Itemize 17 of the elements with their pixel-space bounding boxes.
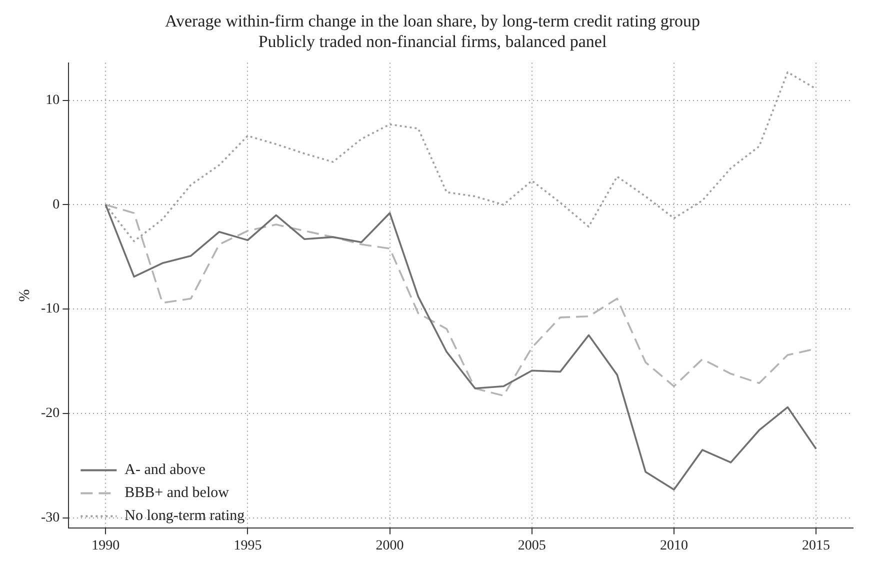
legend-label: BBB+ and below bbox=[124, 485, 230, 502]
chart-title: Average within-firm change in the loan share, by long-term credit rating group bbox=[164, 12, 700, 31]
legend-label: No long-term rating bbox=[124, 508, 246, 524]
y-tick-label: 0 bbox=[52, 197, 60, 212]
x-tick-label: 1995 bbox=[234, 538, 262, 554]
x-tick-label: 2010 bbox=[660, 538, 688, 554]
x-tick-label: 2015 bbox=[802, 538, 830, 554]
x-tick-label: 1990 bbox=[92, 538, 120, 554]
chart-subtitle: Publicly traded non-financial firms, balanced panel bbox=[258, 32, 607, 52]
y-axis-title: % bbox=[16, 289, 33, 302]
y-tick-label: -30 bbox=[40, 510, 60, 526]
legend-label: A- and above bbox=[124, 462, 206, 478]
y-tick-label: -20 bbox=[40, 406, 60, 422]
y-tick-label: -10 bbox=[40, 302, 60, 317]
y-tick-label: 10 bbox=[46, 93, 60, 108]
x-tick-label: 2005 bbox=[518, 538, 546, 554]
x-tick-label: 2000 bbox=[376, 538, 404, 554]
